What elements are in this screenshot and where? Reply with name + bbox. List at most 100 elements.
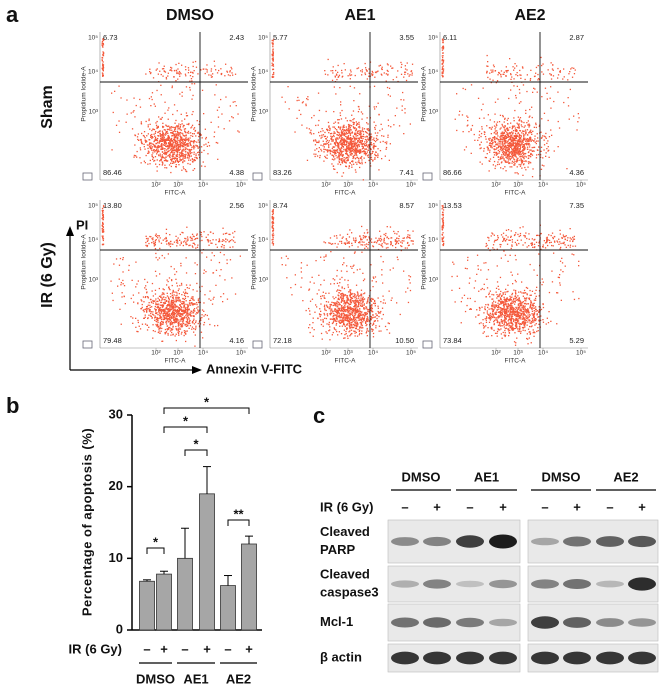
event-dot — [357, 68, 358, 69]
event-dot — [489, 161, 490, 162]
event-dot — [509, 58, 510, 59]
event-dot — [182, 146, 183, 147]
event-dot — [185, 135, 186, 136]
event-dot — [488, 114, 489, 115]
event-dot — [168, 155, 169, 156]
event-dot — [519, 127, 520, 128]
event-dot — [361, 111, 362, 112]
event-dot — [188, 67, 189, 68]
event-dot — [492, 127, 493, 128]
event-dot — [346, 333, 347, 334]
event-dot — [176, 149, 177, 150]
event-dot — [181, 303, 182, 304]
event-dot — [551, 74, 552, 75]
event-dot — [102, 226, 103, 227]
quadrant-value: 2.87 — [569, 33, 584, 42]
event-dot — [169, 144, 170, 145]
plot-x-label: FITC-A — [165, 358, 187, 365]
event-dot — [526, 156, 527, 157]
event-dot — [151, 138, 152, 139]
event-dot — [176, 334, 177, 335]
event-dot — [487, 61, 488, 62]
event-dot — [486, 141, 487, 142]
event-dot — [361, 159, 362, 160]
event-dot — [482, 163, 483, 164]
event-dot — [337, 119, 338, 120]
event-dot — [183, 156, 184, 157]
event-dot — [386, 143, 387, 144]
event-dot — [163, 139, 164, 140]
event-dot — [192, 125, 193, 126]
event-dot — [179, 316, 180, 317]
event-dot — [205, 129, 206, 130]
event-dot — [149, 310, 150, 311]
event-dot — [481, 147, 482, 148]
event-dot — [505, 148, 506, 149]
event-dot — [395, 115, 396, 116]
event-dot — [537, 79, 538, 80]
event-dot — [140, 149, 141, 150]
event-dot — [152, 152, 153, 153]
event-dot — [499, 164, 500, 165]
event-dot — [350, 127, 351, 128]
event-dot — [526, 122, 527, 123]
event-dot — [212, 252, 213, 253]
event-dot — [524, 149, 525, 150]
event-dot — [210, 75, 211, 76]
event-dot — [551, 62, 552, 63]
event-dot — [156, 313, 157, 314]
event-dot — [157, 159, 158, 160]
event-dot — [129, 265, 130, 266]
event-dot — [374, 159, 375, 160]
event-dot — [528, 161, 529, 162]
event-dot — [162, 294, 163, 295]
quadrant-value: 5.77 — [273, 33, 288, 42]
event-dot — [155, 290, 156, 291]
event-dot — [172, 146, 173, 147]
event-dot — [358, 161, 359, 162]
event-dot — [517, 151, 518, 152]
event-dot — [568, 105, 569, 106]
event-dot — [202, 309, 203, 310]
event-dot — [184, 238, 185, 239]
event-dot — [178, 329, 179, 330]
tick-label: 10² — [321, 182, 331, 189]
quadrant-value: 4.36 — [569, 168, 584, 177]
event-dot — [516, 148, 517, 149]
event-dot — [143, 144, 144, 145]
event-dot — [521, 124, 522, 125]
event-dot — [355, 172, 356, 173]
event-dot — [366, 144, 367, 145]
event-dot — [189, 137, 190, 138]
event-dot — [180, 145, 181, 146]
event-dot — [353, 136, 354, 137]
event-dot — [411, 70, 412, 71]
event-dot — [518, 132, 519, 133]
event-dot — [371, 73, 372, 74]
event-dot — [194, 310, 195, 311]
event-dot — [498, 159, 499, 160]
event-dot — [528, 126, 529, 127]
event-dot — [341, 160, 342, 161]
event-dot — [377, 306, 378, 307]
event-dot — [525, 131, 526, 132]
event-dot — [368, 147, 369, 148]
event-dot — [339, 161, 340, 162]
event-dot — [357, 135, 358, 136]
event-dot — [337, 139, 338, 140]
event-dot — [180, 320, 181, 321]
event-dot — [500, 149, 501, 150]
event-dot — [366, 136, 367, 137]
event-dot — [334, 302, 335, 303]
event-dot — [306, 127, 307, 128]
event-dot — [163, 288, 164, 289]
event-dot — [344, 157, 345, 158]
event-dot — [229, 120, 230, 121]
event-dot — [178, 288, 179, 289]
event-dot — [158, 151, 159, 152]
event-dot — [183, 292, 184, 293]
event-dot — [329, 140, 330, 141]
event-dot — [522, 146, 523, 147]
event-dot — [329, 307, 330, 308]
event-dot — [442, 50, 443, 51]
